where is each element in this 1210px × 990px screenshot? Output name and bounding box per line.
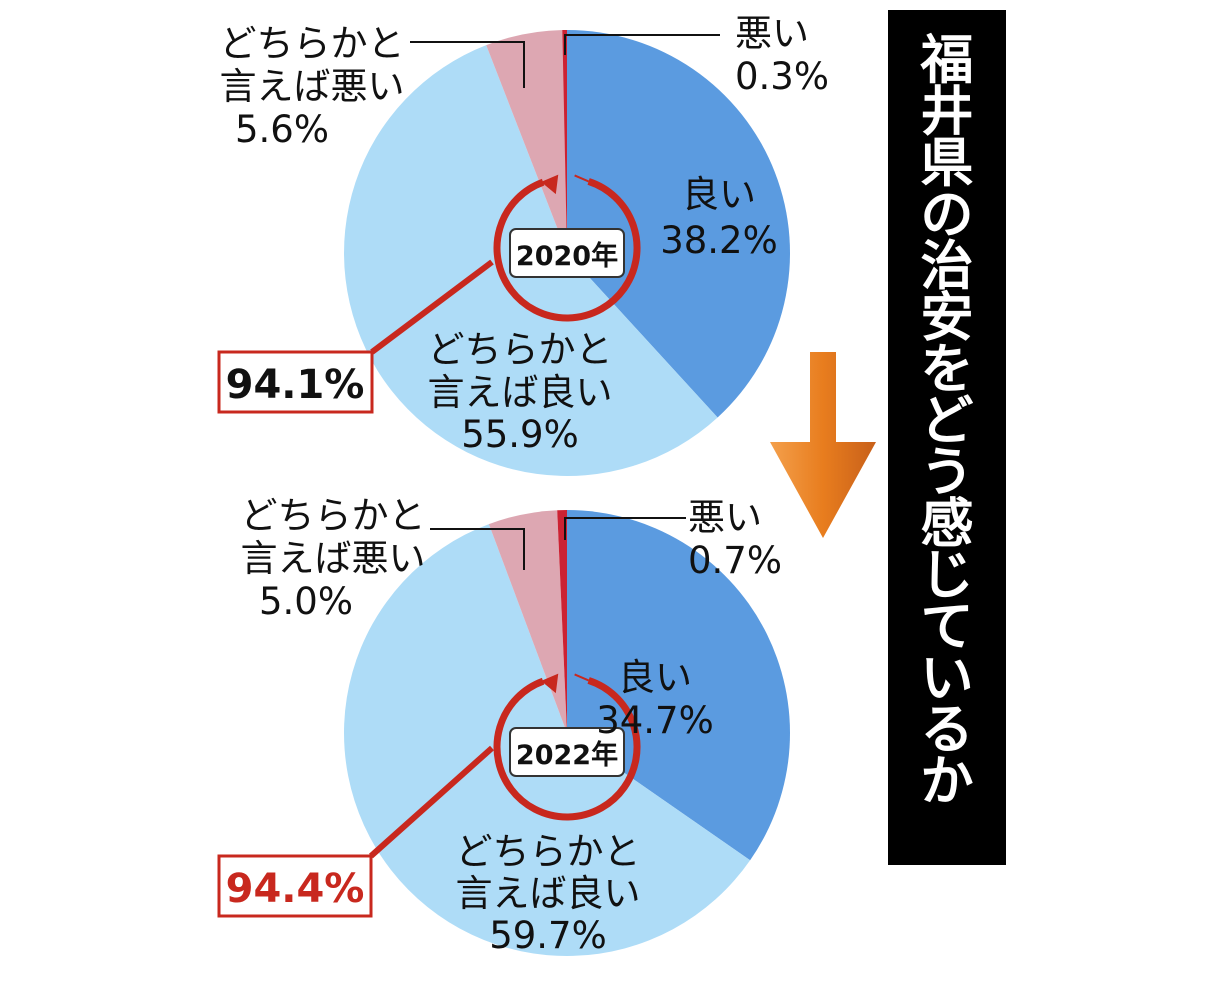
value-somewhat-good: 59.7% bbox=[489, 914, 607, 957]
pie-chart-2: 2022年94.4%良い34.7%どちらかと言えば良い59.7%どちらかと言えば… bbox=[217, 494, 791, 957]
pie-slice-somewhat-bad bbox=[488, 510, 567, 733]
label-somewhat-good-line2: 言えば良い bbox=[456, 872, 641, 915]
chart-title: 福井県の治安をどう感じているか bbox=[920, 30, 974, 812]
total-label: 94.1% bbox=[226, 362, 365, 408]
leader-line-somewhat-bad bbox=[410, 41, 525, 88]
label-good: 良い bbox=[682, 173, 756, 216]
pie-slice-bad bbox=[557, 510, 567, 733]
leader-line-bad bbox=[564, 34, 720, 55]
arc-arrowhead-left-icon bbox=[541, 673, 559, 694]
pie-slice-good bbox=[567, 30, 791, 418]
arc-arrowhead-left-icon bbox=[541, 174, 559, 195]
value-bad: 0.3% bbox=[735, 55, 829, 98]
pie-slice-bad bbox=[562, 30, 567, 253]
label-somewhat-good-line1: どちらかと bbox=[456, 830, 641, 873]
label-good: 良い bbox=[618, 656, 692, 699]
label-bad: 悪い bbox=[735, 12, 809, 55]
year-label-box bbox=[509, 727, 625, 777]
total-label: 94.4% bbox=[226, 866, 365, 912]
label-somewhat-bad-line2: 言えば悪い bbox=[220, 65, 405, 108]
label-somewhat-bad-line1: どちらかと bbox=[220, 22, 405, 65]
year-label: 2020年 bbox=[516, 240, 618, 272]
total-box bbox=[217, 854, 373, 918]
year-label: 2022年 bbox=[516, 739, 618, 771]
pie-chart-1: 2020年94.1%良い38.2%どちらかと言えば良い55.9%どちらかと言えば… bbox=[217, 12, 829, 476]
total-pointer-line bbox=[370, 259, 494, 355]
label-somewhat-good-line1: どちらかと bbox=[428, 328, 613, 371]
label-somewhat-bad-line1: どちらかと bbox=[241, 494, 426, 537]
pie-slice-good bbox=[567, 510, 791, 861]
value-bad: 0.7% bbox=[688, 539, 782, 582]
value-somewhat-good: 55.9% bbox=[461, 413, 579, 456]
label-bad: 悪い bbox=[688, 496, 762, 539]
label-somewhat-good-line2: 言えば良い bbox=[428, 371, 613, 414]
combined-arc bbox=[493, 178, 641, 322]
value-good: 38.2% bbox=[660, 219, 778, 262]
total-pointer-line bbox=[369, 745, 494, 859]
arc-arrowhead-right-icon bbox=[574, 673, 590, 682]
leader-line-bad bbox=[564, 517, 686, 540]
value-somewhat-bad: 5.0% bbox=[259, 580, 353, 623]
down-arrow-icon bbox=[770, 352, 876, 538]
value-somewhat-bad: 5.6% bbox=[235, 108, 329, 151]
value-good: 34.7% bbox=[596, 699, 714, 742]
label-somewhat-bad-line2: 言えば悪い bbox=[241, 537, 426, 580]
combined-arc bbox=[493, 677, 641, 821]
leader-line-somewhat-bad bbox=[430, 528, 525, 570]
title-box bbox=[888, 10, 1006, 865]
year-label-box bbox=[509, 228, 625, 278]
pie-slice-somewhat-bad bbox=[486, 30, 567, 253]
total-box bbox=[217, 350, 374, 414]
arc-arrowhead-right-icon bbox=[574, 174, 590, 183]
